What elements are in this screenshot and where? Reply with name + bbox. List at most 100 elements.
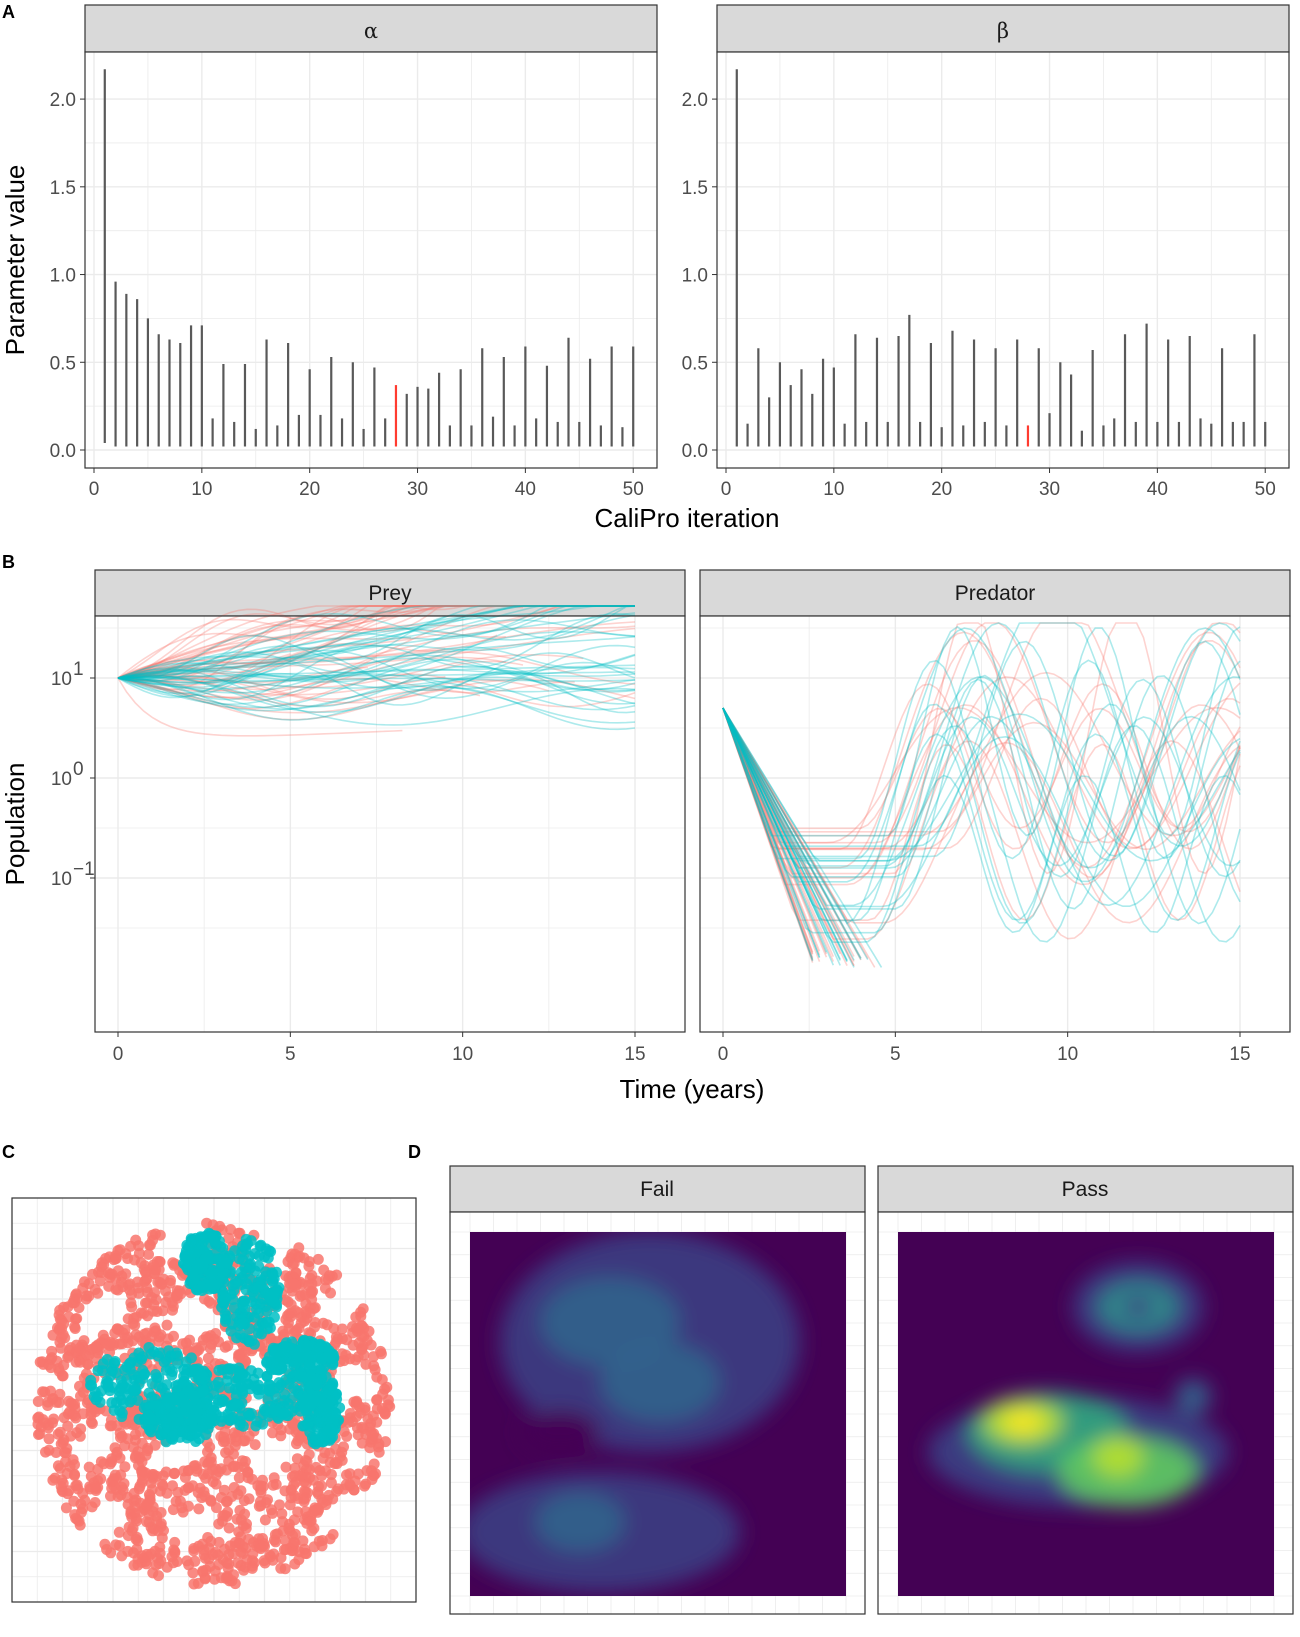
- point-fail: [167, 1504, 179, 1516]
- point-fail: [296, 1289, 308, 1301]
- prey-fail-curve: [117, 605, 635, 679]
- point-fail: [255, 1543, 267, 1555]
- point-fail: [277, 1525, 289, 1537]
- predator-fail-curve: [722, 707, 828, 955]
- point-fail: [133, 1287, 145, 1299]
- panel-label-d: D: [408, 1142, 421, 1162]
- point-fail: [156, 1478, 168, 1490]
- point-fail: [229, 1537, 241, 1548]
- point-fail: [85, 1416, 97, 1428]
- predator-fail-curve: [722, 707, 869, 959]
- point-fail: [75, 1390, 86, 1402]
- point-fail: [321, 1319, 333, 1331]
- predator-pass-curve: [722, 707, 1241, 934]
- point-pass: [195, 1231, 207, 1243]
- point-pass: [128, 1369, 140, 1381]
- point-fail: [197, 1565, 209, 1577]
- point-fail: [334, 1451, 346, 1463]
- point-fail: [47, 1329, 59, 1341]
- point-fail: [48, 1413, 60, 1425]
- point-pass: [297, 1391, 308, 1403]
- strip-prey-label: Prey: [368, 582, 412, 605]
- point-pass: [209, 1380, 221, 1391]
- prey-fail-curve: [117, 653, 291, 679]
- predator-pass-curve: [722, 707, 1241, 867]
- prey-pass-curve: [117, 619, 636, 681]
- point-fail: [168, 1468, 180, 1480]
- predator-pass-curve: [722, 622, 1241, 862]
- point-fail: [266, 1504, 277, 1516]
- point-fail: [140, 1449, 152, 1461]
- density-level: [1093, 1437, 1143, 1477]
- point-fail: [289, 1558, 301, 1570]
- point-fail: [104, 1420, 116, 1432]
- predator-pass-curve: [722, 674, 1241, 910]
- y-tick-exponent: 1: [73, 659, 84, 680]
- point-fail: [63, 1485, 75, 1497]
- point-fail: [336, 1333, 348, 1345]
- predator-pass-curve: [722, 707, 848, 961]
- y-axis-title-a: Parameter value: [0, 165, 30, 356]
- point-fail: [85, 1406, 97, 1418]
- prey-fail-curve: [117, 605, 635, 679]
- point-pass: [252, 1367, 264, 1379]
- prey-pass-curve: [117, 612, 636, 701]
- predator-fail-curve: [722, 707, 835, 962]
- point-fail: [110, 1539, 122, 1551]
- point-fail: [290, 1326, 302, 1338]
- predator-fail-curve: [722, 707, 814, 958]
- point-fail: [355, 1407, 366, 1419]
- point-pass: [199, 1373, 211, 1385]
- predator-pass-curve: [722, 659, 1241, 860]
- prey-fail-curve: [117, 675, 446, 696]
- point-fail: [90, 1341, 102, 1353]
- point-fail: [317, 1452, 329, 1464]
- point-fail: [252, 1480, 264, 1492]
- point-fail: [275, 1430, 287, 1442]
- point-fail: [117, 1484, 129, 1496]
- point-fail: [223, 1522, 235, 1534]
- point-fail: [119, 1440, 131, 1452]
- prey-fail-curve: [117, 677, 463, 714]
- point-fail: [153, 1335, 165, 1347]
- point-pass: [172, 1357, 184, 1369]
- plot-alpha-frame: [85, 52, 657, 468]
- point-fail: [65, 1342, 77, 1354]
- point-pass: [154, 1347, 166, 1359]
- point-fail: [155, 1278, 167, 1290]
- point-pass: [319, 1400, 331, 1412]
- prey-pass-curve: [117, 612, 636, 679]
- point-fail: [130, 1450, 142, 1462]
- predator-pass-curve: [722, 707, 848, 962]
- point-fail: [128, 1487, 140, 1499]
- point-pass: [161, 1419, 173, 1430]
- point-fail: [300, 1492, 312, 1504]
- point-pass: [180, 1368, 192, 1380]
- predator-pass-curve: [722, 703, 1241, 925]
- point-fail: [77, 1488, 89, 1499]
- point-pass: [286, 1405, 298, 1417]
- point-fail: [348, 1396, 360, 1408]
- predator-pass-curve: [722, 707, 814, 962]
- prey-pass-curve: [117, 666, 636, 690]
- lines-prey: [117, 605, 636, 737]
- point-fail: [304, 1272, 316, 1284]
- point-fail: [350, 1354, 362, 1366]
- x-tick-label: 15: [1229, 1044, 1250, 1065]
- lines-predator: [722, 622, 1241, 968]
- point-fail: [237, 1548, 249, 1559]
- prey-fail-curve: [117, 605, 420, 679]
- point-fail: [40, 1446, 51, 1458]
- predator-pass-curve: [722, 707, 835, 966]
- point-fail: [158, 1525, 169, 1536]
- strip-alpha-label: α: [364, 19, 378, 43]
- predator-pass-curve: [722, 707, 1241, 943]
- point-pass: [233, 1253, 245, 1265]
- point-pass: [273, 1382, 285, 1394]
- point-pass: [298, 1382, 310, 1394]
- predator-fail-curve: [722, 707, 855, 957]
- point-pass: [231, 1332, 243, 1344]
- point-fail: [229, 1460, 240, 1472]
- prey-pass-curve: [117, 671, 636, 714]
- prey-pass-curve: [117, 664, 636, 679]
